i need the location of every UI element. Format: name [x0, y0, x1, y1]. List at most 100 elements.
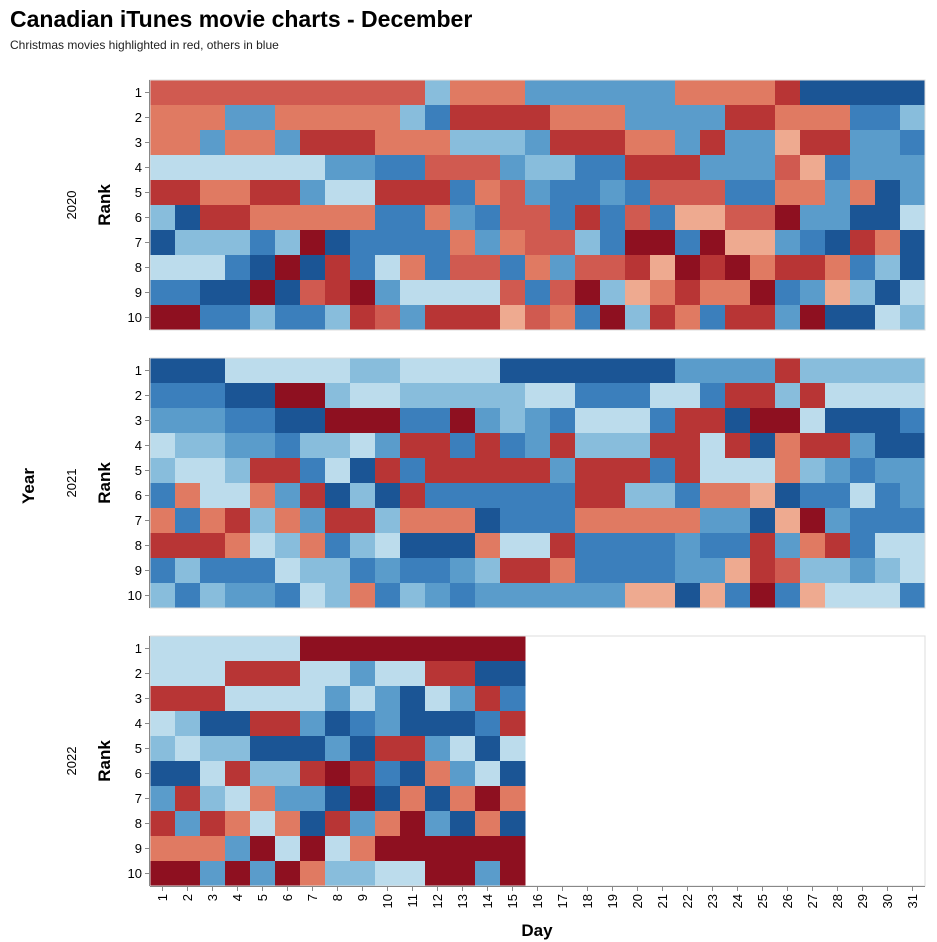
- heatmap-cell: [425, 811, 451, 837]
- heatmap-cell: [200, 761, 226, 787]
- heatmap-cell: [900, 230, 926, 256]
- heatmap-cell: [500, 811, 526, 837]
- heatmap-cell: [450, 155, 476, 181]
- heatmap-cell: [875, 508, 901, 534]
- heatmap-cell: [150, 408, 176, 434]
- heatmap-cell: [375, 583, 401, 609]
- heatmap-cell: [175, 205, 201, 231]
- heatmap-cell: [275, 811, 301, 837]
- heatmap-cell: [500, 130, 526, 156]
- heatmap-cell: [450, 483, 476, 509]
- heatmap-cell: [575, 383, 601, 409]
- heatmap-cell: [875, 305, 901, 331]
- heatmap-cell: [900, 80, 926, 106]
- heatmap-cell: [200, 383, 226, 409]
- heatmap-cell: [825, 583, 851, 609]
- heatmap-cell: [400, 583, 426, 609]
- heatmap-cell: [175, 130, 201, 156]
- heatmap-cell: [175, 761, 201, 787]
- heatmap-cell: [550, 80, 576, 106]
- heatmap-cell: [500, 786, 526, 812]
- heatmap-cell: [775, 458, 801, 484]
- heatmap-cell: [550, 383, 576, 409]
- heatmap-cell: [650, 280, 676, 306]
- heatmap-cell: [775, 230, 801, 256]
- heatmap-cell: [450, 280, 476, 306]
- heatmap-cell: [900, 358, 926, 384]
- heatmap-cell: [600, 180, 626, 206]
- heatmap-cell: [300, 861, 326, 887]
- y-tick-label: 3: [135, 135, 142, 150]
- heatmap-cell: [900, 155, 926, 181]
- heatmap-cell: [825, 483, 851, 509]
- heatmap-cell: [225, 836, 251, 862]
- heatmap-cell: [450, 230, 476, 256]
- heatmap-cell: [600, 533, 626, 559]
- heatmap-cell: [325, 661, 351, 687]
- y-tick-label: 9: [135, 841, 142, 856]
- heatmap-cell: [650, 583, 676, 609]
- heatmap-cell: [500, 861, 526, 887]
- x-tick-label: 6: [280, 894, 295, 901]
- heatmap-cell: [300, 483, 326, 509]
- heatmap-cell: [350, 205, 376, 231]
- heatmap-cell: [275, 583, 301, 609]
- heatmap-cell: [700, 80, 726, 106]
- heatmap-cell: [325, 736, 351, 762]
- y-tick-label: 6: [135, 488, 142, 503]
- heatmap-cell: [300, 433, 326, 459]
- heatmap-cell: [525, 358, 551, 384]
- heatmap-cell: [425, 458, 451, 484]
- heatmap-cell: [450, 408, 476, 434]
- heatmap-cell: [500, 458, 526, 484]
- heatmap-cell: [375, 861, 401, 887]
- heatmap-cell: [450, 761, 476, 787]
- heatmap-cell: [500, 255, 526, 281]
- heatmap-cell: [725, 433, 751, 459]
- heatmap-cell: [625, 280, 651, 306]
- x-tick-label: 25: [755, 894, 770, 908]
- heatmap-cell: [200, 636, 226, 662]
- heatmap-cell: [675, 383, 701, 409]
- heatmap-cell: [325, 255, 351, 281]
- heatmap-cell: [700, 305, 726, 331]
- heatmap-cell: [525, 130, 551, 156]
- heatmap-cell: [275, 180, 301, 206]
- heatmap-cell: [325, 408, 351, 434]
- heatmap-cell: [725, 205, 751, 231]
- heatmap-cell: [325, 636, 351, 662]
- heatmap-cell: [425, 558, 451, 584]
- heatmap-cell: [750, 408, 776, 434]
- heatmap-cell: [350, 383, 376, 409]
- heatmap-cell: [225, 105, 251, 131]
- heatmap-cell: [175, 230, 201, 256]
- heatmap-cell: [150, 205, 176, 231]
- heatmap-cell: [425, 736, 451, 762]
- x-tick-label: 19: [605, 894, 620, 908]
- heatmap-cell: [275, 711, 301, 737]
- heatmap-cell: [175, 255, 201, 281]
- heatmap-cell: [550, 358, 576, 384]
- heatmap-cell: [250, 130, 276, 156]
- heatmap-cell: [675, 508, 701, 534]
- heatmap-cell: [625, 483, 651, 509]
- heatmap-cell: [400, 661, 426, 687]
- heatmap-cell: [375, 433, 401, 459]
- heatmap-cell: [750, 508, 776, 534]
- heatmap-cell: [775, 130, 801, 156]
- heatmap-cell: [475, 80, 501, 106]
- heatmap-cell: [375, 761, 401, 787]
- heatmap-cell: [175, 305, 201, 331]
- heatmap-cell: [375, 686, 401, 712]
- heatmap-cell: [500, 205, 526, 231]
- chart-subtitle: Christmas movies highlighted in red, oth…: [10, 38, 279, 52]
- heatmap-cell: [325, 686, 351, 712]
- heatmap-cell: [500, 155, 526, 181]
- heatmap-cell: [175, 80, 201, 106]
- heatmap-cell: [175, 508, 201, 534]
- heatmap-cell: [325, 861, 351, 887]
- heatmap-cell: [350, 558, 376, 584]
- heatmap-cell: [375, 636, 401, 662]
- facet-label: 2021: [64, 469, 79, 498]
- heatmap-cell: [575, 483, 601, 509]
